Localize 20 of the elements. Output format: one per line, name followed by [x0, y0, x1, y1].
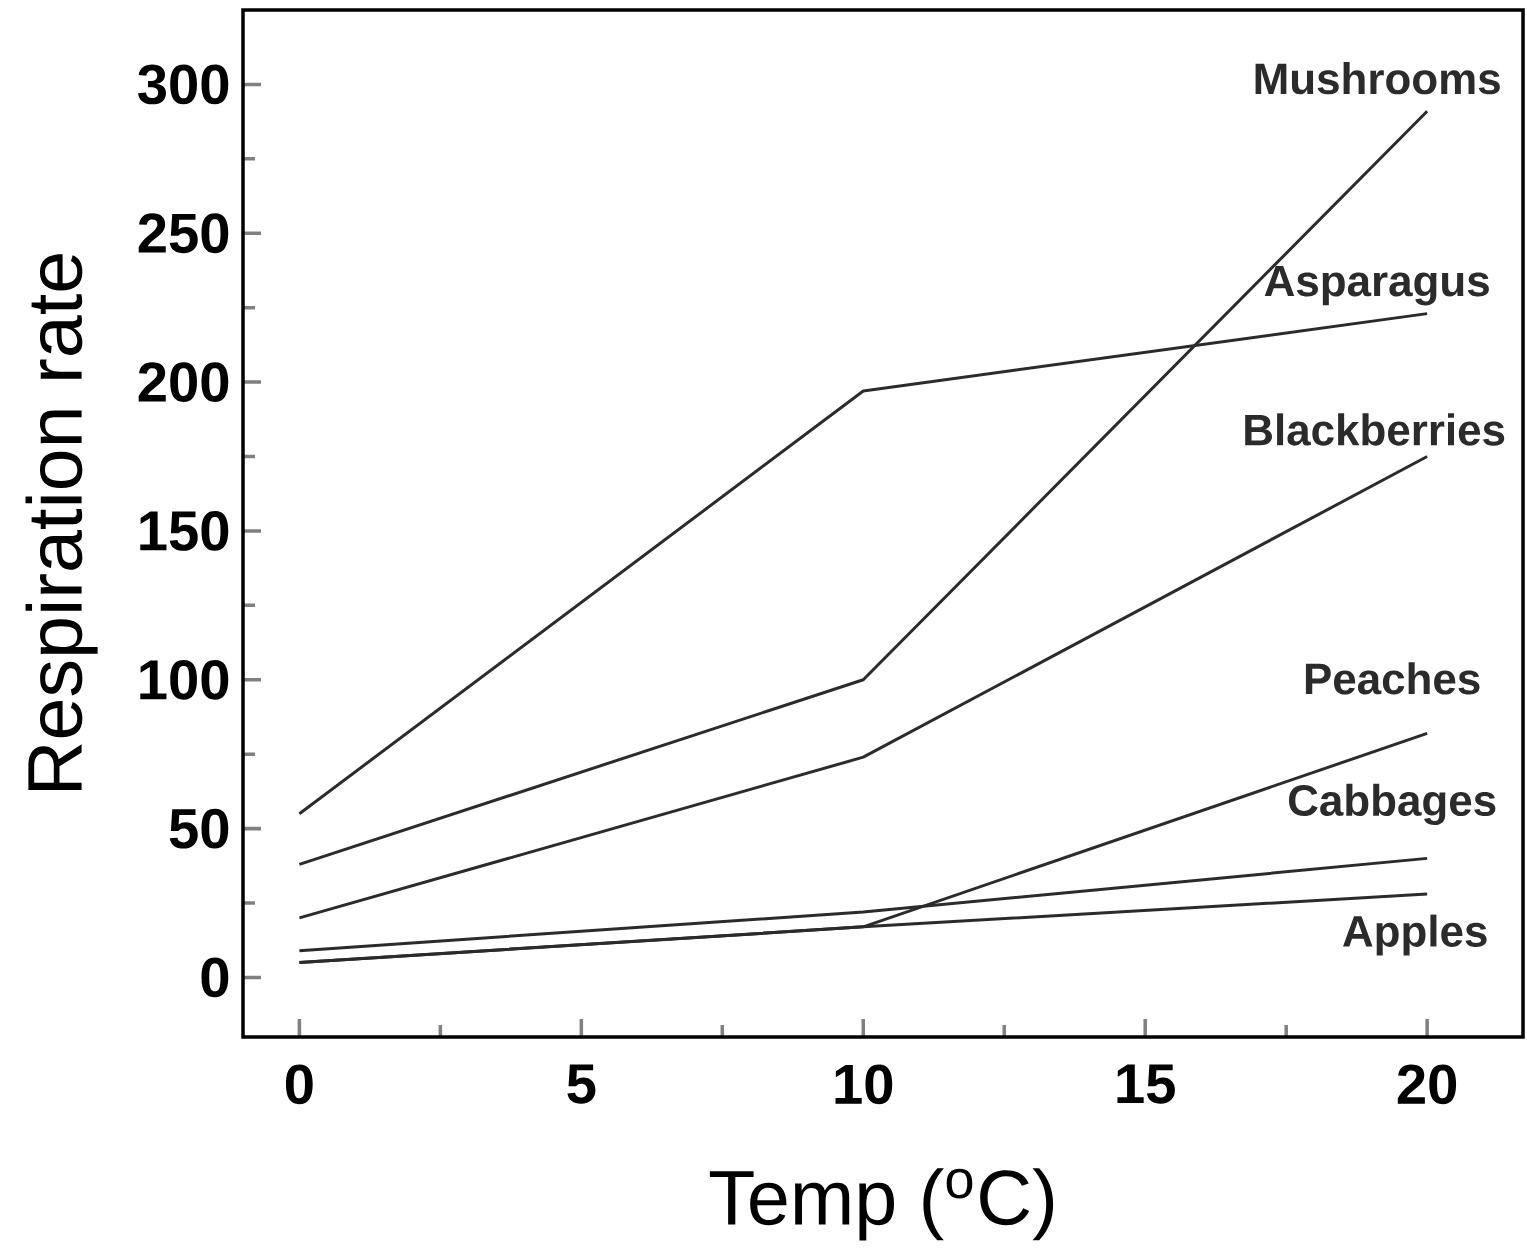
y-tick-label: 250: [138, 213, 229, 254]
x-axis-title: Temp ($^{o}$C): [709, 1168, 1054, 1241]
y-tick-label: 50: [169, 808, 229, 849]
series-label: Cabbages: [1288, 783, 1496, 825]
x-tick-label: 5: [567, 1064, 596, 1104]
series-label: Peaches: [1305, 662, 1480, 695]
series-label: Apples: [1343, 914, 1487, 956]
y-tick-label: 200: [138, 362, 229, 402]
y-axis-title: Respiration rate: [25, 254, 98, 790]
x-tick-label: 20: [1397, 1064, 1457, 1105]
series-label: Asparagus: [1264, 265, 1489, 306]
x-tick-label: 15: [1117, 1064, 1175, 1104]
y-tick-label: 150: [140, 510, 229, 551]
y-tick-label: 300: [138, 64, 229, 105]
series-label: Mushrooms: [1255, 61, 1500, 95]
y-tick-label: 100: [140, 659, 229, 700]
x-tick-label: 0: [285, 1064, 313, 1105]
x-tick-label: 10: [835, 1064, 893, 1105]
series-label: Blackberries: [1245, 413, 1505, 446]
y-tick-label: 0: [201, 957, 229, 998]
